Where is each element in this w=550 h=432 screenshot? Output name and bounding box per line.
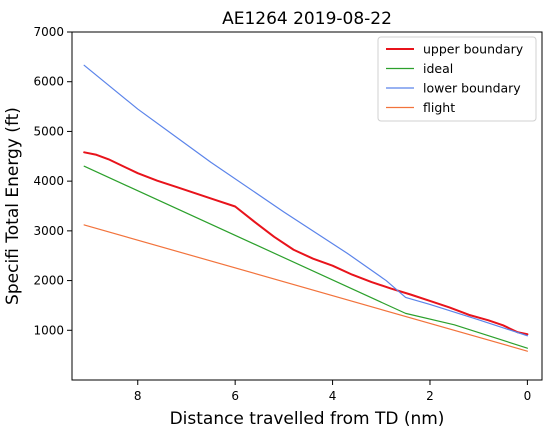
x-axis-label: Distance travelled from TD (nm) xyxy=(170,409,445,429)
legend-label-upper-boundary: upper boundary xyxy=(423,42,524,57)
y-tick-label: 6000 xyxy=(33,75,64,89)
plot-frame xyxy=(71,31,543,381)
series-line-ideal xyxy=(83,165,528,349)
x-axis: 8 6 4 2 0 xyxy=(134,380,531,403)
y-axis-label: Specifi Total Energy (ft) xyxy=(3,107,23,305)
y-tick-label: 7000 xyxy=(33,25,64,39)
x-tick-label: 6 xyxy=(231,389,239,403)
legend: upper boundary ideal lower boundary flight xyxy=(377,36,537,122)
legend-label-ideal: ideal xyxy=(423,61,453,76)
x-tick-label: 4 xyxy=(329,389,337,403)
legend-label-flight: flight xyxy=(423,100,455,115)
series-line-upper-boundary xyxy=(83,151,529,336)
series-line-flight xyxy=(83,224,528,352)
legend-label-lower-boundary: lower boundary xyxy=(423,81,521,96)
legend-frame xyxy=(377,36,537,122)
y-tick-label: 2000 xyxy=(33,274,64,288)
y-tick-label: 3000 xyxy=(33,224,64,238)
legend-items: upper boundary ideal lower boundary flight xyxy=(386,42,524,115)
x-tick-label: 2 xyxy=(426,389,434,403)
y-tick-label: 1000 xyxy=(33,323,64,337)
series-line-lower-boundary xyxy=(83,64,528,337)
y-axis: 1000 2000 3000 4000 5000 6000 7000 xyxy=(33,25,72,337)
y-tick-label: 5000 xyxy=(33,124,64,138)
x-tick-label: 0 xyxy=(524,389,532,403)
series-layer xyxy=(83,64,529,352)
y-tick-label: 4000 xyxy=(33,174,64,188)
chart-title: AE1264 2019-08-22 xyxy=(222,9,392,29)
x-tick-label: 8 xyxy=(134,389,142,403)
plot-area: 1000 2000 3000 4000 5000 6000 7000 8 6 4 2 0 xyxy=(33,25,543,403)
